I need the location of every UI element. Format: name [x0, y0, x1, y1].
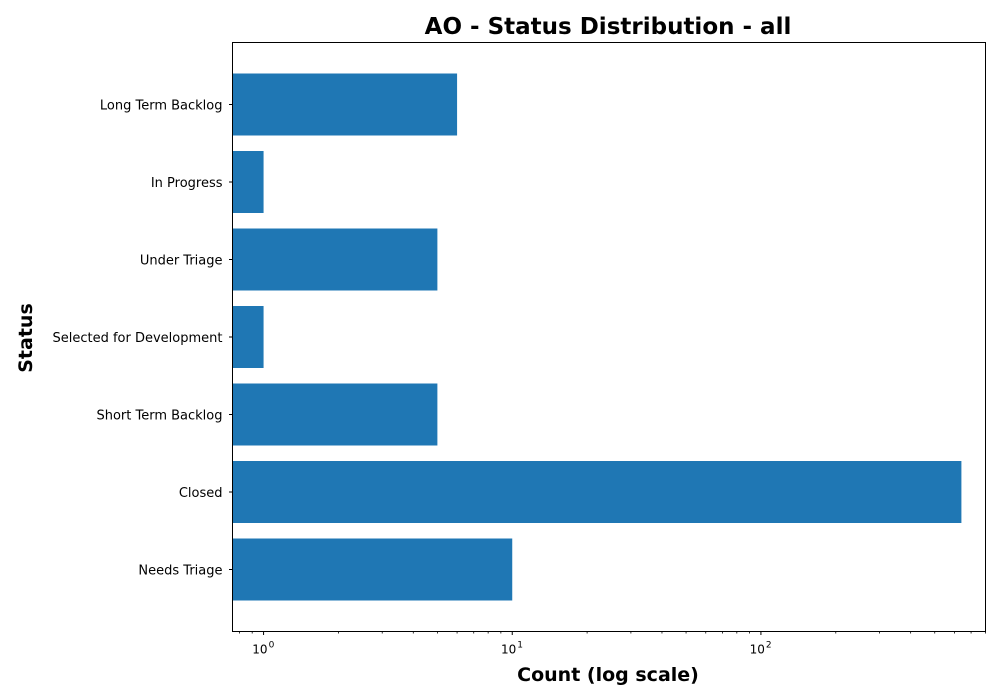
y-tick-label: Short Term Backlog [96, 409, 222, 424]
x-tick-label-exponent: 2 [766, 641, 772, 651]
bar-under-triage [232, 228, 438, 291]
x-tick-label-base: 10 [252, 643, 267, 657]
bars-group [232, 73, 962, 601]
y-tick-label: Needs Triage [138, 564, 222, 579]
y-tick-label: Under Triage [140, 254, 223, 269]
bar-selected-for-development [232, 306, 264, 368]
y-tick-label: In Progress [151, 176, 223, 191]
x-tick-label-exponent: 0 [269, 641, 275, 651]
bar-needs-triage [232, 538, 513, 601]
bar-long-term-backlog [232, 73, 458, 136]
y-tick-label: Closed [179, 486, 223, 501]
x-axis-ticks: 10 0 10 1 10 2 [239, 631, 986, 657]
x-axis-label: Count (log scale) [517, 664, 699, 686]
y-tick-label: Long Term Backlog [100, 99, 223, 114]
y-tick-label: Selected for Development [52, 331, 222, 346]
y-axis-ticks: Long Term Backlog In Progress Under Triage… [52, 99, 233, 579]
bar-in-progress [232, 151, 264, 213]
x-tick-label-exponent: 1 [517, 641, 523, 651]
chart-title: AO - Status Distribution - all [425, 14, 792, 40]
x-tick-label-base: 10 [501, 643, 516, 657]
x-tick-label-base: 10 [750, 643, 765, 657]
y-axis-label: Status [15, 303, 37, 373]
bar-short-term-backlog [232, 383, 438, 446]
bar-closed [232, 461, 962, 523]
